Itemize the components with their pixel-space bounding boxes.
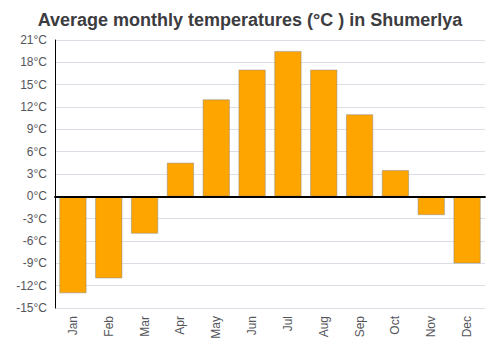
svg-text:Aug: Aug <box>317 316 331 337</box>
svg-text:-6°C: -6°C <box>23 234 47 248</box>
svg-text:3°C: 3°C <box>27 167 47 181</box>
svg-text:-3°C: -3°C <box>23 212 47 226</box>
svg-text:Jan: Jan <box>66 316 80 335</box>
svg-text:21°C: 21°C <box>20 33 47 47</box>
svg-text:Apr: Apr <box>173 316 187 335</box>
svg-text:6°C: 6°C <box>27 145 47 159</box>
svg-text:15°C: 15°C <box>20 78 47 92</box>
svg-text:18°C: 18°C <box>20 55 47 69</box>
svg-text:Nov: Nov <box>424 316 438 337</box>
svg-text:Jul: Jul <box>281 316 295 331</box>
svg-text:0°C: 0°C <box>27 189 47 203</box>
svg-text:-9°C: -9°C <box>23 256 47 270</box>
svg-text:-12°C: -12°C <box>16 279 47 293</box>
svg-text:Average monthly temperatures (: Average monthly temperatures (°C ) in Sh… <box>38 10 464 30</box>
svg-text:Oct: Oct <box>388 315 402 334</box>
svg-text:Mar: Mar <box>138 316 152 337</box>
svg-text:-15°C: -15°C <box>16 301 47 315</box>
svg-text:12°C: 12°C <box>20 100 47 114</box>
svg-text:May: May <box>209 316 223 339</box>
svg-text:Feb: Feb <box>102 316 116 337</box>
svg-text:Jun: Jun <box>245 316 259 335</box>
svg-text:Dec: Dec <box>460 316 474 337</box>
svg-text:Sep: Sep <box>353 316 367 338</box>
svg-text:9°C: 9°C <box>27 122 47 136</box>
